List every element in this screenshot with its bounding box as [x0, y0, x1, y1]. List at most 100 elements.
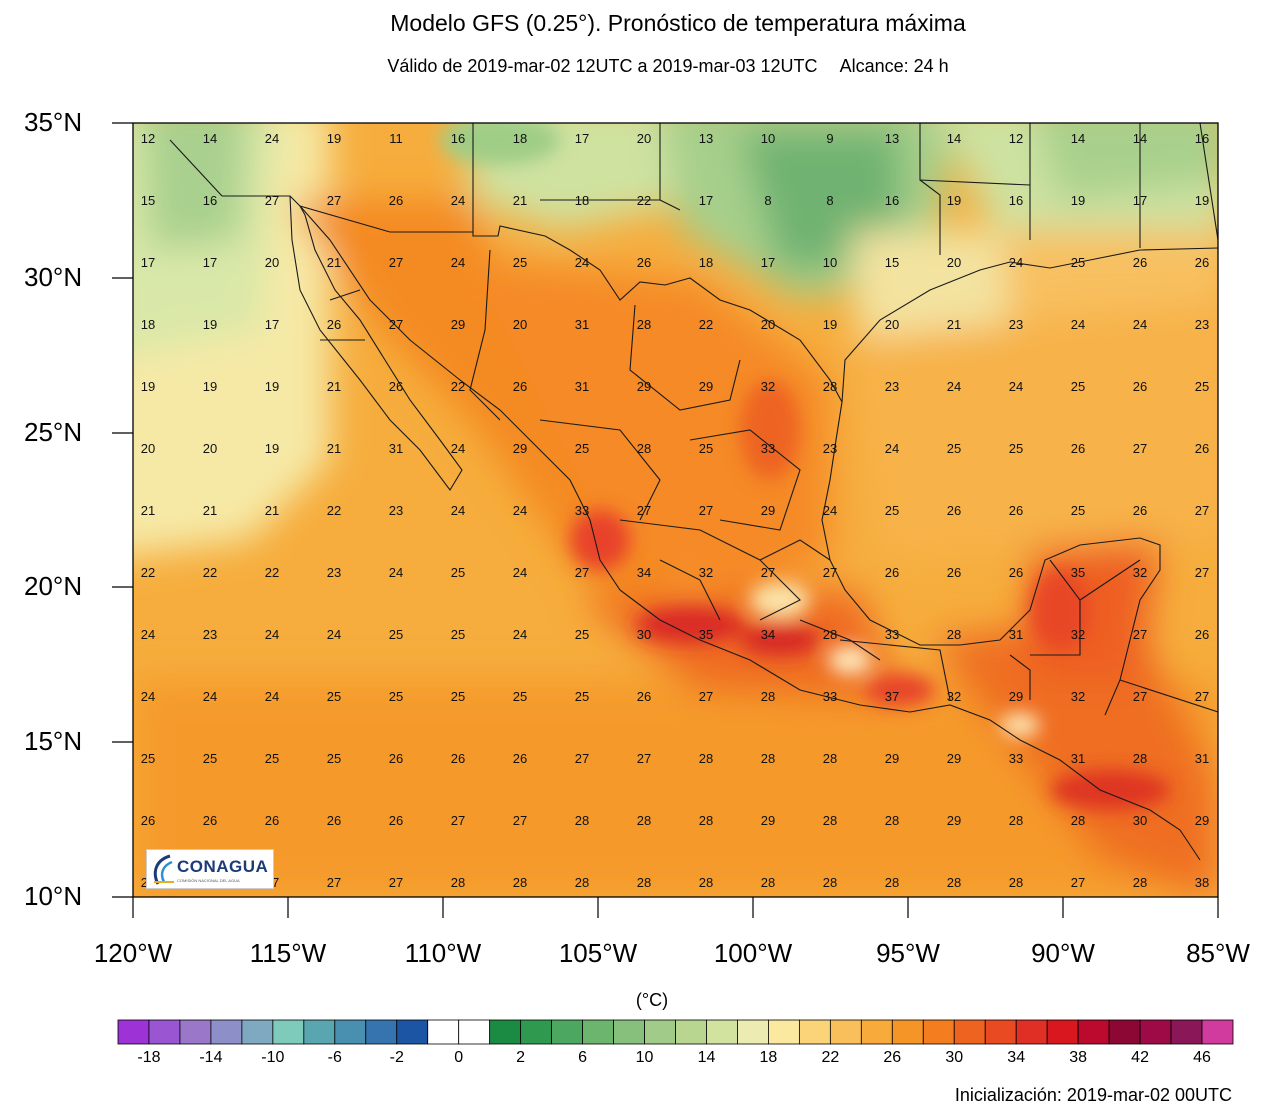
latitude-tick-label: 20°N	[24, 571, 83, 602]
grid-value-label: 26	[1009, 503, 1023, 518]
colorbar-swatch	[891, 1019, 924, 1045]
grid-value-label: 31	[1009, 627, 1023, 642]
grid-value-label: 25	[1071, 503, 1085, 518]
grid-value-label: 26	[327, 813, 341, 828]
grid-value-label: 24	[389, 565, 403, 580]
grid-value-label: 27	[389, 875, 403, 890]
grid-value-label: 24	[513, 627, 527, 642]
grid-value-label: 22	[327, 503, 341, 518]
grid-value-label: 28	[947, 875, 961, 890]
grid-value-label: 12	[1009, 131, 1023, 146]
grid-value-label: 28	[761, 875, 775, 890]
grid-value-label: 26	[1195, 627, 1209, 642]
grid-value-label: 27	[513, 813, 527, 828]
grid-value-label: 29	[947, 751, 961, 766]
grid-value-label: 26	[947, 503, 961, 518]
grid-value-label: 28	[575, 813, 589, 828]
colorbar-unit: (°C)	[635, 990, 669, 1010]
grid-value-label: 27	[1133, 627, 1147, 642]
grid-value-label: 24	[451, 193, 465, 208]
grid-value-label: 27	[575, 565, 589, 580]
grid-value-label: 25	[947, 441, 961, 456]
grid-value-label: 15	[885, 255, 899, 270]
grid-value-label: 25	[575, 627, 589, 642]
grid-value-label: 22	[265, 565, 279, 580]
grid-value-label: 21	[327, 379, 341, 394]
grid-value-label: 27	[637, 503, 651, 518]
grid-value-label: 32	[947, 689, 961, 704]
grid-value-label: 24	[947, 379, 961, 394]
colorbar-label: 10	[635, 1049, 654, 1066]
grid-value-label: 28	[1071, 813, 1085, 828]
grid-value-label: 14	[947, 131, 961, 146]
grid-value-label: 26	[637, 689, 651, 704]
colorbar-swatch	[520, 1019, 553, 1045]
logo-text: CONAGUA	[177, 857, 269, 876]
grid-value-label: 24	[823, 503, 837, 518]
grid-value-label: 26	[327, 317, 341, 332]
colorbar	[117, 1019, 1234, 1045]
axis-ticks	[112, 122, 1219, 918]
grid-value-label: 28	[885, 875, 899, 890]
grid-value-label: 23	[389, 503, 403, 518]
grid-value-label: 22	[203, 565, 217, 580]
colorbar-label: 38	[1069, 1049, 1088, 1066]
latitude-tick-label: 15°N	[24, 726, 83, 757]
grid-value-label: 28	[637, 441, 651, 456]
grid-value-label: 37	[885, 689, 899, 704]
grid-value-label: 14	[1071, 131, 1085, 146]
grid-value-label: 24	[1071, 317, 1085, 332]
grid-value-label: 24	[265, 131, 279, 146]
latitude-tick-label: 25°N	[24, 416, 83, 447]
grid-value-label: 20	[513, 317, 527, 332]
colorbar-swatch	[984, 1019, 1017, 1045]
grid-value-label: 19	[327, 131, 341, 146]
grid-value-label: 28	[699, 751, 713, 766]
grid-value-label: 25	[327, 689, 341, 704]
grid-value-label: 19	[203, 379, 217, 394]
grid-value-label: 17	[761, 255, 775, 270]
grid-value-label: 21	[947, 317, 961, 332]
colorbar-swatch	[1170, 1019, 1203, 1045]
grid-value-label: 19	[1195, 193, 1209, 208]
grid-value-label: 22	[699, 317, 713, 332]
grid-value-label: 31	[1071, 751, 1085, 766]
colorbar-swatch	[1046, 1019, 1079, 1045]
colorbar-swatch	[303, 1019, 336, 1045]
colorbar-swatch	[551, 1019, 583, 1045]
grid-value-label: 18	[699, 255, 713, 270]
grid-value-label: 25	[885, 503, 899, 518]
grid-value-label: 26	[265, 813, 279, 828]
grid-value-label: 30	[637, 627, 651, 642]
grid-value-label: 20	[947, 255, 961, 270]
grid-value-label: 31	[1195, 751, 1209, 766]
grid-value-label: 24	[327, 627, 341, 642]
colorbar-label: 22	[821, 1049, 840, 1066]
grid-value-label: 8	[826, 193, 833, 208]
grid-value-label: 26	[389, 813, 403, 828]
grid-value-label: 18	[575, 193, 589, 208]
grid-value-label: 14	[203, 131, 217, 146]
colorbar-swatch	[829, 1019, 862, 1045]
grid-value-label: 27	[451, 813, 465, 828]
grid-value-label: 33	[575, 503, 589, 518]
colorbar-swatch	[241, 1019, 274, 1045]
grid-value-label: 16	[451, 131, 465, 146]
grid-value-label: 28	[451, 875, 465, 890]
grid-value-label: 22	[637, 193, 651, 208]
grid-value-label: 28	[637, 317, 651, 332]
grid-value-label: 17	[699, 193, 713, 208]
grid-value-label: 29	[1195, 813, 1209, 828]
colorbar-swatch	[427, 1019, 460, 1045]
grid-value-label: 23	[1195, 317, 1209, 332]
grid-value-label: 27	[389, 317, 403, 332]
grid-value-label: 26	[203, 813, 217, 828]
colorbar-swatch	[737, 1019, 769, 1045]
grid-value-label: 21	[141, 503, 155, 518]
grid-value-label: 24	[513, 565, 527, 580]
grid-value-label: 13	[699, 131, 713, 146]
grid-value-label: 27	[1195, 565, 1209, 580]
grid-value-label: 10	[761, 131, 775, 146]
colorbar-label: -10	[261, 1049, 285, 1066]
